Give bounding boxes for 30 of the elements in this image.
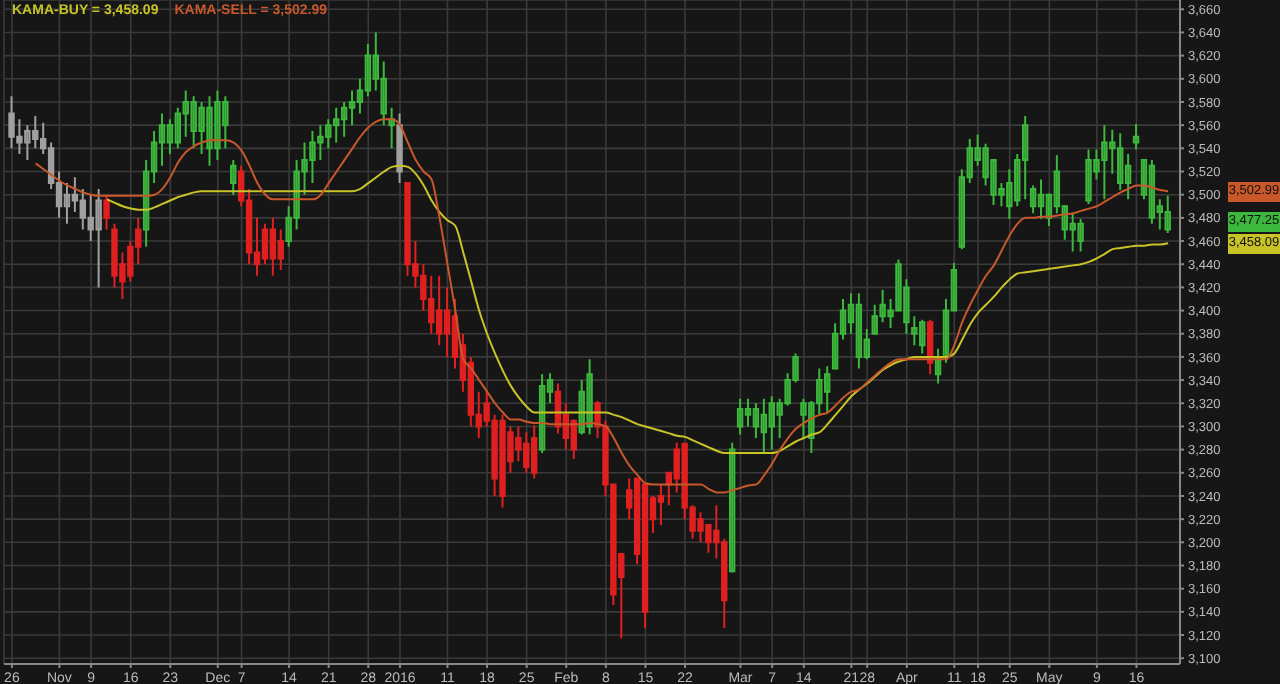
candlestick <box>8 95 15 150</box>
candlestick <box>586 358 593 436</box>
candlestick <box>1021 114 1029 201</box>
candlestick <box>499 413 506 509</box>
line-series <box>105 164 1170 455</box>
candlestick <box>190 95 197 150</box>
candlestick <box>396 112 403 185</box>
candlestick <box>760 397 768 455</box>
candlestick <box>523 431 530 474</box>
candlestick <box>736 397 744 436</box>
candlestick <box>24 124 31 161</box>
candlestick <box>95 187 102 289</box>
candlestick <box>333 106 340 144</box>
candlestick <box>206 95 213 167</box>
candlestick <box>768 395 775 451</box>
candlestick <box>1037 178 1045 221</box>
candlestick <box>214 89 221 161</box>
candlestick <box>1117 132 1124 192</box>
candlestick <box>1132 122 1140 151</box>
candlestick <box>269 216 277 277</box>
candlestick <box>657 483 665 526</box>
candlestick <box>1164 194 1171 234</box>
candlestick <box>824 365 831 414</box>
candlestick <box>1085 148 1092 205</box>
line-series <box>34 118 1170 494</box>
candlestick <box>1101 124 1108 201</box>
candlestick <box>1077 218 1084 253</box>
candlestick <box>1069 212 1076 253</box>
candlestick <box>530 424 538 480</box>
candlestick <box>230 158 237 196</box>
